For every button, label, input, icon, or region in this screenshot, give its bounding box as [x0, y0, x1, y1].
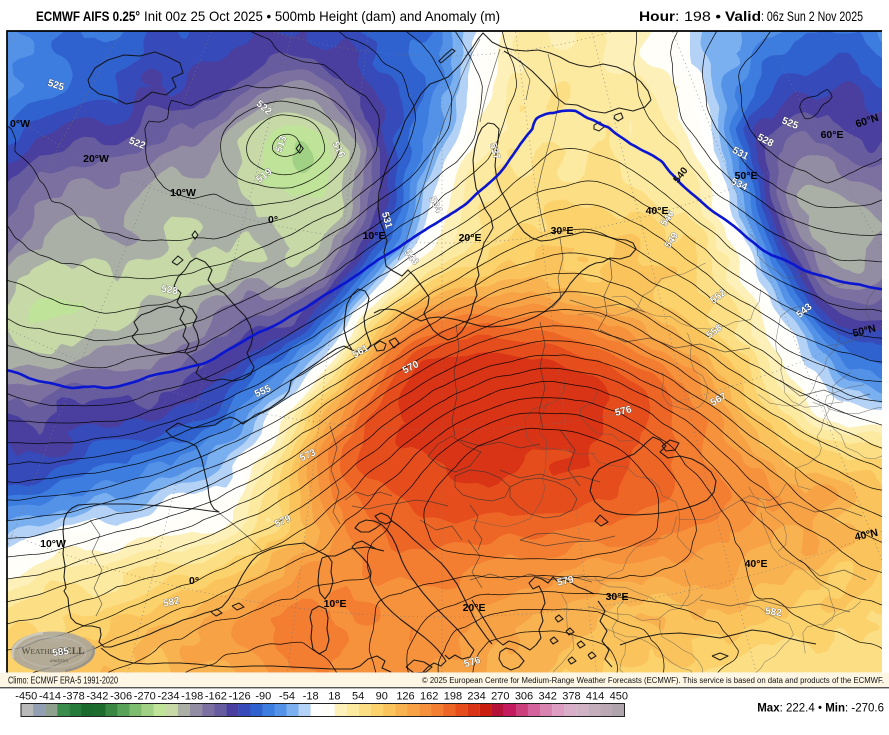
svg-text:582: 582 [764, 606, 782, 619]
svg-text:537: 537 [487, 142, 502, 161]
svg-text:: 198 •: : 198 • [675, 8, 721, 24]
svg-text:40°E: 40°E [646, 205, 669, 217]
svg-text:-198: -198 [181, 691, 203, 703]
svg-text:40°E: 40°E [745, 558, 768, 570]
svg-text:WEATHERBELL: WEATHERBELL [21, 647, 84, 657]
svg-text:analytics: analytics [50, 659, 68, 664]
svg-text:18: 18 [328, 691, 340, 703]
svg-text:20°W: 20°W [83, 153, 109, 165]
svg-text:-378: -378 [63, 691, 85, 703]
svg-text:0°: 0° [268, 214, 278, 226]
svg-text:-270: -270 [134, 691, 156, 703]
svg-text:378: 378 [562, 691, 580, 703]
svg-text:0°: 0° [189, 575, 199, 587]
svg-text:30°E: 30°E [606, 591, 629, 603]
svg-text:Valid: Valid [725, 8, 761, 24]
svg-text:576: 576 [614, 404, 633, 419]
svg-text:ECMWF AIFS 0.25°: ECMWF AIFS 0.25° [36, 8, 140, 24]
svg-text:-234: -234 [157, 691, 179, 703]
svg-text:-450: -450 [15, 691, 37, 703]
svg-text:Max: 222.4 • Min: -270.6: Max: 222.4 • Min: -270.6 [757, 703, 884, 715]
svg-text:20°E: 20°E [459, 232, 482, 244]
svg-text:20°E: 20°E [463, 602, 486, 614]
svg-text:0°W: 0°W [10, 118, 30, 130]
svg-text:-306: -306 [110, 691, 132, 703]
svg-text:60°E: 60°E [821, 129, 844, 141]
svg-text:50°N: 50°N [851, 322, 877, 339]
svg-text:162: 162 [420, 691, 438, 703]
svg-text:126: 126 [396, 691, 414, 703]
svg-text:525: 525 [46, 78, 66, 94]
svg-text:-162: -162 [205, 691, 227, 703]
svg-text:513: 513 [274, 134, 290, 154]
svg-text:10°W: 10°W [170, 187, 196, 199]
svg-text:-54: -54 [279, 691, 295, 703]
svg-text:40°N: 40°N [854, 527, 879, 544]
svg-text:10°E: 10°E [363, 230, 386, 242]
svg-text:-126: -126 [229, 691, 251, 703]
svg-text:198: 198 [444, 691, 462, 703]
svg-text:-342: -342 [86, 691, 108, 703]
svg-text:Init 00z 25 Oct 2025 • 500mb H: Init 00z 25 Oct 2025 • 500mb Height (dam… [144, 8, 500, 24]
svg-text:10°W: 10°W [40, 538, 66, 550]
svg-text:306: 306 [515, 691, 533, 703]
svg-text:Hour: Hour [639, 8, 676, 24]
svg-text:54: 54 [352, 691, 364, 703]
svg-text:270: 270 [491, 691, 509, 703]
svg-text:576: 576 [463, 655, 482, 670]
svg-text:-414: -414 [39, 691, 61, 703]
svg-text:50°E: 50°E [735, 170, 758, 182]
svg-text:90: 90 [376, 691, 388, 703]
svg-text:528: 528 [160, 284, 179, 298]
svg-text:30°E: 30°E [551, 225, 574, 237]
svg-text:582: 582 [162, 595, 181, 609]
svg-text:585: 585 [52, 646, 70, 659]
svg-text:234: 234 [467, 691, 485, 703]
svg-text:579: 579 [556, 574, 575, 588]
svg-text:531: 531 [379, 211, 394, 230]
svg-text:Climo: ECMWF ERA-5 1991-2020: Climo: ECMWF ERA-5 1991-2020 [8, 676, 118, 687]
svg-text:342: 342 [539, 691, 557, 703]
svg-text:-18: -18 [303, 691, 319, 703]
svg-text:450: 450 [610, 691, 628, 703]
svg-text:: 06z Sun 2 Nov 2025: : 06z Sun 2 Nov 2025 [761, 8, 863, 24]
svg-text:-90: -90 [255, 691, 271, 703]
svg-text:10°E: 10°E [324, 598, 347, 610]
svg-text:© 2025 European Centre for Med: © 2025 European Centre for Medium-Range … [422, 676, 884, 685]
svg-text:414: 414 [586, 691, 604, 703]
